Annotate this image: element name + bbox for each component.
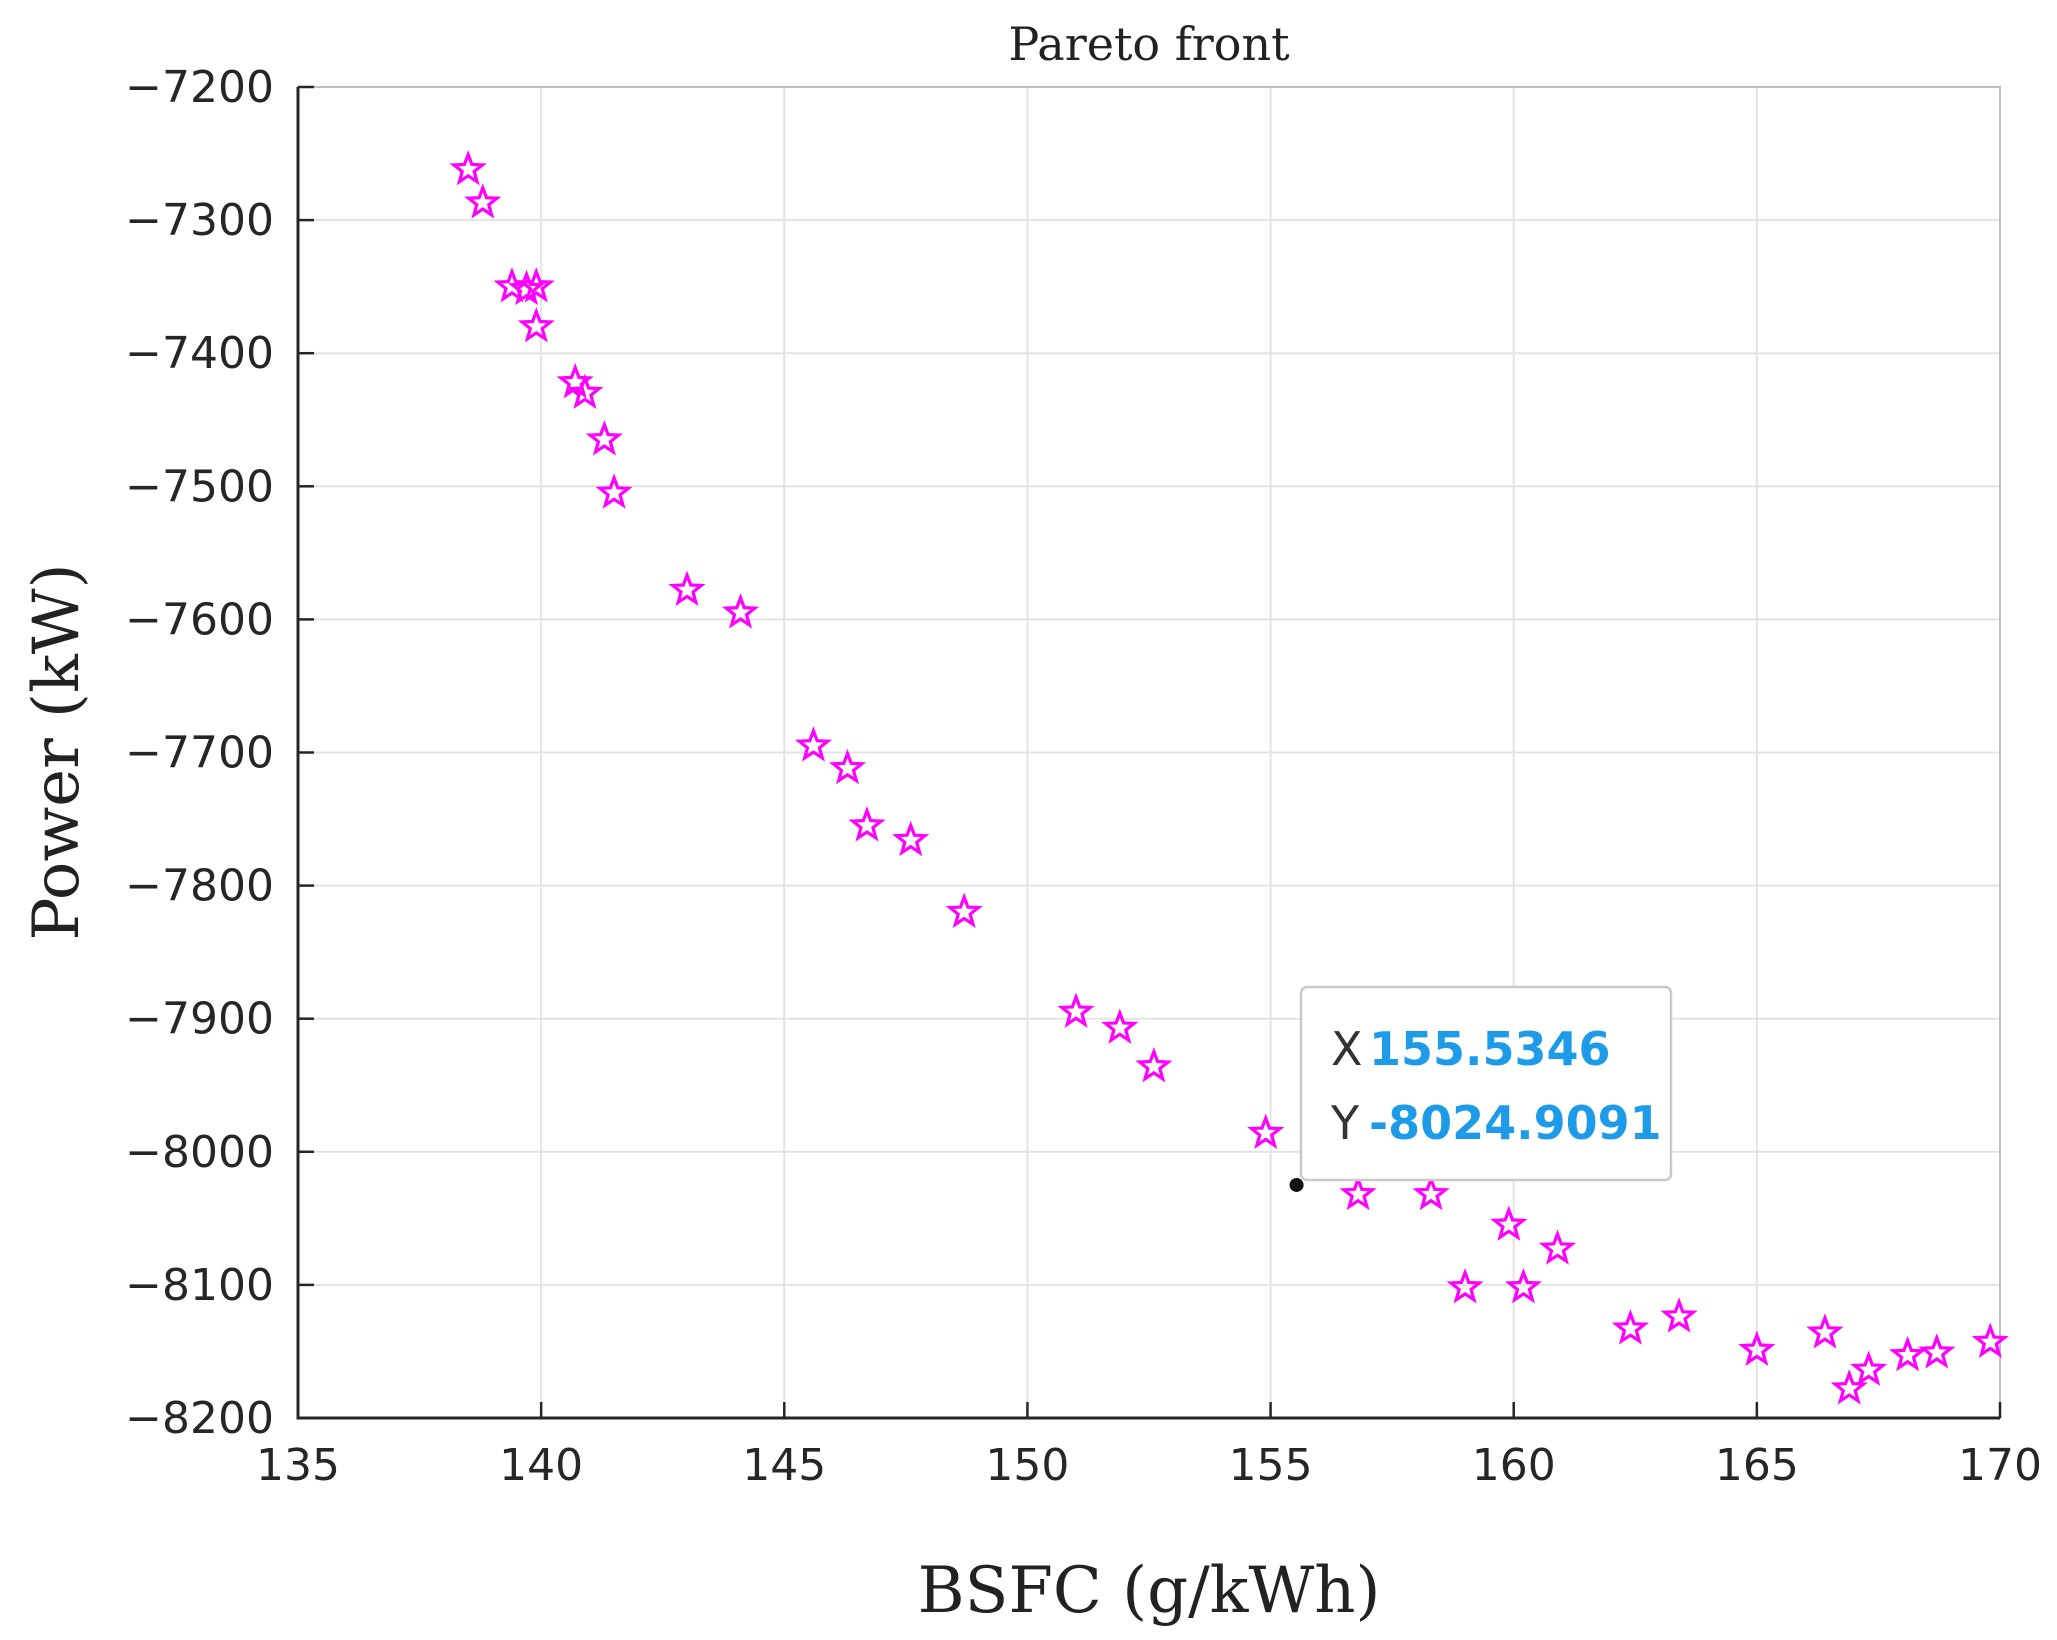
data-point-star: [1538, 1229, 1577, 1265]
x-tick-label: 160: [1472, 1440, 1556, 1491]
data-point-star: [517, 267, 555, 303]
data-point-star: [1971, 1322, 2009, 1358]
y-tick-label: −8000: [125, 1127, 274, 1178]
x-tick-label: 150: [985, 1440, 1069, 1491]
data-point-star: [945, 892, 983, 929]
y-axis-label: Power (kW): [20, 563, 94, 940]
datatip-box[interactable]: [1299, 985, 1673, 1182]
y-tick-label: −7600: [125, 594, 274, 645]
data-point-star: [1806, 1313, 1844, 1349]
x-tick-label: 155: [1229, 1440, 1313, 1491]
y-tick-label: −8100: [125, 1260, 274, 1311]
y-tick-label: −7800: [125, 861, 274, 912]
data-point-star: [1504, 1267, 1543, 1304]
x-axis-label: BSFC (g/kWh): [918, 1554, 1381, 1628]
tick-labels: 135 140 145 150 155 160 165 170 −7200 −7300 −7400 −…: [125, 62, 2042, 1491]
data-point-star: [1850, 1350, 1888, 1386]
y-tick-label: −7900: [125, 994, 274, 1045]
data-point-star: [1918, 1333, 1956, 1369]
datatip-x-value: 155.5346: [1369, 1022, 1611, 1076]
data-point-star: [1611, 1309, 1650, 1345]
axis-lines: [296, 87, 2000, 1420]
x-tick-label: 140: [499, 1440, 583, 1491]
data-point-star: [828, 748, 867, 785]
data-point-star: [1101, 1008, 1139, 1044]
y-tick-label: −7700: [125, 728, 274, 779]
data-point-star: [1830, 1369, 1868, 1405]
grid-lines: [297, 86, 2001, 1419]
data-point-star: [794, 726, 833, 762]
data-point-star: [1660, 1297, 1698, 1333]
chart-title: Pareto front: [1008, 17, 1290, 71]
data-point-star: [668, 570, 706, 606]
data-point-star: [517, 307, 555, 343]
data-point-star: [464, 183, 502, 219]
data-point-star: [1490, 1205, 1528, 1241]
data-point-star: [449, 149, 487, 186]
data-point-star: [1412, 1174, 1450, 1211]
data-point-star: [585, 420, 623, 456]
y-tick-label: −7300: [125, 195, 274, 246]
data-point-star: [848, 806, 886, 842]
y-tick-label: −7500: [125, 461, 274, 512]
data-point-star: [1738, 1330, 1776, 1366]
datatip-x-key: X: [1331, 1022, 1363, 1076]
x-tick-label: 170: [1958, 1440, 2042, 1491]
data-markers: [449, 149, 2009, 1405]
y-tick-label: −7200: [125, 62, 274, 113]
data-point-star: [1339, 1174, 1377, 1211]
x-tick-label: 135: [256, 1440, 340, 1491]
data-point-star: [1135, 1047, 1173, 1083]
data-point-star: [1057, 992, 1095, 1028]
data-point-star: [507, 269, 546, 306]
data-point-star: [721, 593, 760, 629]
datatip-y-key: Y: [1330, 1096, 1360, 1150]
axes: [296, 85, 2002, 1420]
data-point-star: [1446, 1267, 1484, 1304]
data-point-star: [566, 373, 604, 409]
data-point-star: [1247, 1113, 1285, 1149]
x-tick-label: 165: [1715, 1440, 1799, 1491]
datatip-y-value: -8024.9091: [1369, 1096, 1662, 1150]
data-point-star: [892, 820, 930, 857]
x-tick-label: 145: [742, 1440, 826, 1491]
data-point-star: [595, 473, 633, 509]
data-point-star: [1888, 1335, 1927, 1372]
datatip-point[interactable]: [1289, 1177, 1304, 1192]
y-tick-label: −7400: [125, 328, 274, 379]
y-tick-label: −8200: [125, 1393, 274, 1444]
